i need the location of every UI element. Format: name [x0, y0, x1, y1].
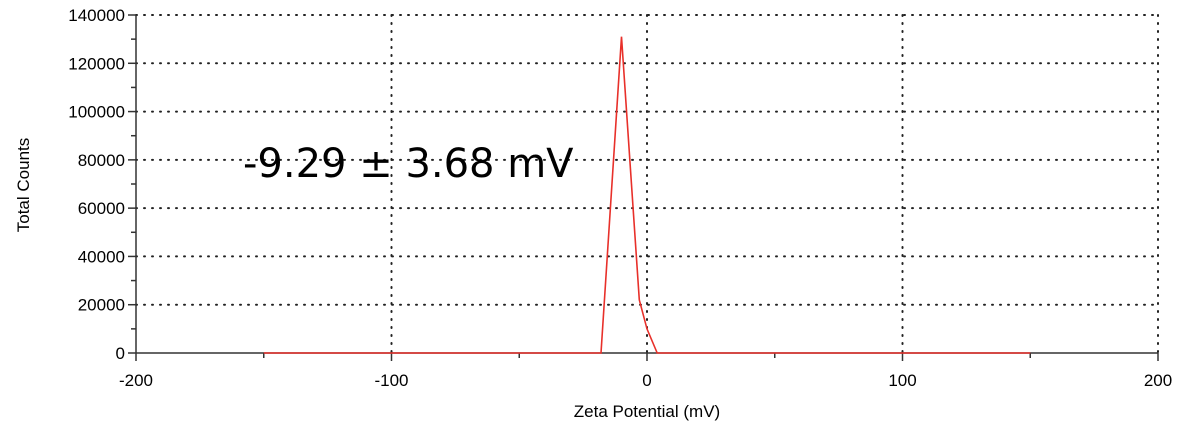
- x-axis-label: Zeta Potential (mV): [574, 402, 720, 421]
- tick-labels: 0 20000 40000 60000 80000 100000 120000 140000 -…: [68, 6, 1172, 390]
- y-tick-label: 0: [116, 344, 125, 363]
- y-tick-label: 100000: [68, 103, 125, 122]
- y-tick-label: 20000: [78, 296, 125, 315]
- series-line: [263, 36, 1031, 354]
- x-tick-label: -200: [119, 371, 153, 390]
- y-tick-label: 40000: [78, 247, 125, 266]
- grid: [135, 14, 1159, 354]
- axes: [128, 14, 1159, 361]
- x-tick-label: 200: [1144, 371, 1172, 390]
- x-tick-label: -100: [374, 371, 408, 390]
- zeta-annotation: -9.29 ± 3.68 mV: [243, 141, 574, 187]
- y-tick-label: 80000: [78, 151, 125, 170]
- y-tick-label: 140000: [68, 6, 125, 25]
- series-layer: [263, 36, 1031, 354]
- y-tick-label: 60000: [78, 199, 125, 218]
- y-tick-label: 120000: [68, 54, 125, 73]
- y-axis-label: Total Counts: [14, 138, 33, 233]
- x-tick-label: 100: [888, 371, 916, 390]
- x-tick-label: 0: [642, 371, 651, 390]
